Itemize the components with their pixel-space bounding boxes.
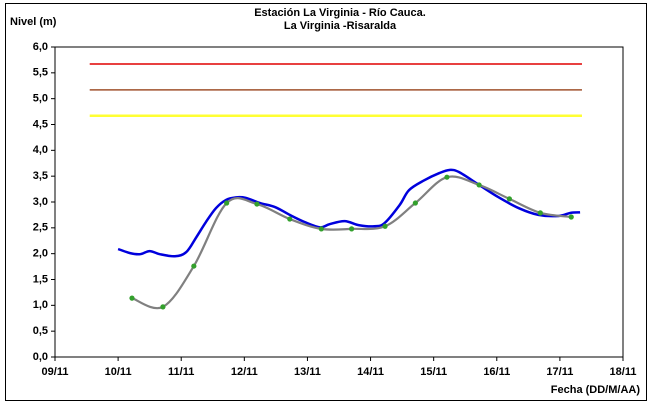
y-tick-label: 4,0 — [33, 144, 48, 156]
x-tick-label: 10/11 — [105, 366, 132, 378]
data-point — [537, 210, 543, 216]
plot-area — [54, 46, 624, 358]
chart-subtitle: La Virginia -Risaralda — [284, 20, 397, 32]
data-point — [254, 201, 260, 207]
x-tick-label: 12/11 — [231, 366, 258, 378]
y-tick-label: 4,5 — [33, 118, 48, 130]
data-point — [318, 226, 324, 232]
y-axis-label: Nivel (m) — [10, 16, 57, 28]
x-tick-label: 13/11 — [294, 366, 321, 378]
y-tick-label: 2,5 — [33, 222, 48, 234]
data-point — [476, 182, 482, 188]
y-tick-label: 1,0 — [33, 299, 48, 311]
x-axis-label: Fecha (DD/M/AA) — [551, 384, 641, 396]
data-point — [191, 263, 197, 269]
y-tick-label: 5,0 — [33, 93, 48, 105]
y-tick-label: 6,0 — [33, 41, 48, 53]
x-tick-label: 14/11 — [357, 366, 384, 378]
data-point — [568, 214, 574, 220]
data-point — [349, 226, 355, 232]
data-point — [129, 295, 135, 301]
data-point — [382, 223, 388, 229]
x-tick-label: 18/11 — [610, 366, 637, 378]
x-tick-label: 17/11 — [546, 366, 573, 378]
y-tick-label: 1,5 — [33, 273, 48, 285]
data-point — [287, 216, 293, 222]
y-tick-label: 0,0 — [33, 351, 48, 363]
y-tick-label: 5,5 — [33, 67, 48, 79]
x-tick-label: 16/11 — [483, 366, 510, 378]
x-tick-label: 15/11 — [420, 366, 447, 378]
data-point — [444, 174, 450, 180]
data-point — [506, 196, 512, 202]
chart-title: Estación La Virginia - Río Cauca. — [254, 7, 426, 19]
y-tick-label: 3,5 — [33, 170, 48, 182]
data-point — [412, 200, 418, 206]
data-point — [224, 200, 230, 206]
y-tick-label: 3,0 — [33, 196, 48, 208]
data-point — [160, 304, 166, 310]
y-tick-label: 2,0 — [33, 248, 48, 260]
y-tick-label: 0,5 — [33, 325, 48, 337]
x-tick-label: 09/11 — [42, 366, 69, 378]
x-tick-label: 11/11 — [168, 366, 194, 378]
